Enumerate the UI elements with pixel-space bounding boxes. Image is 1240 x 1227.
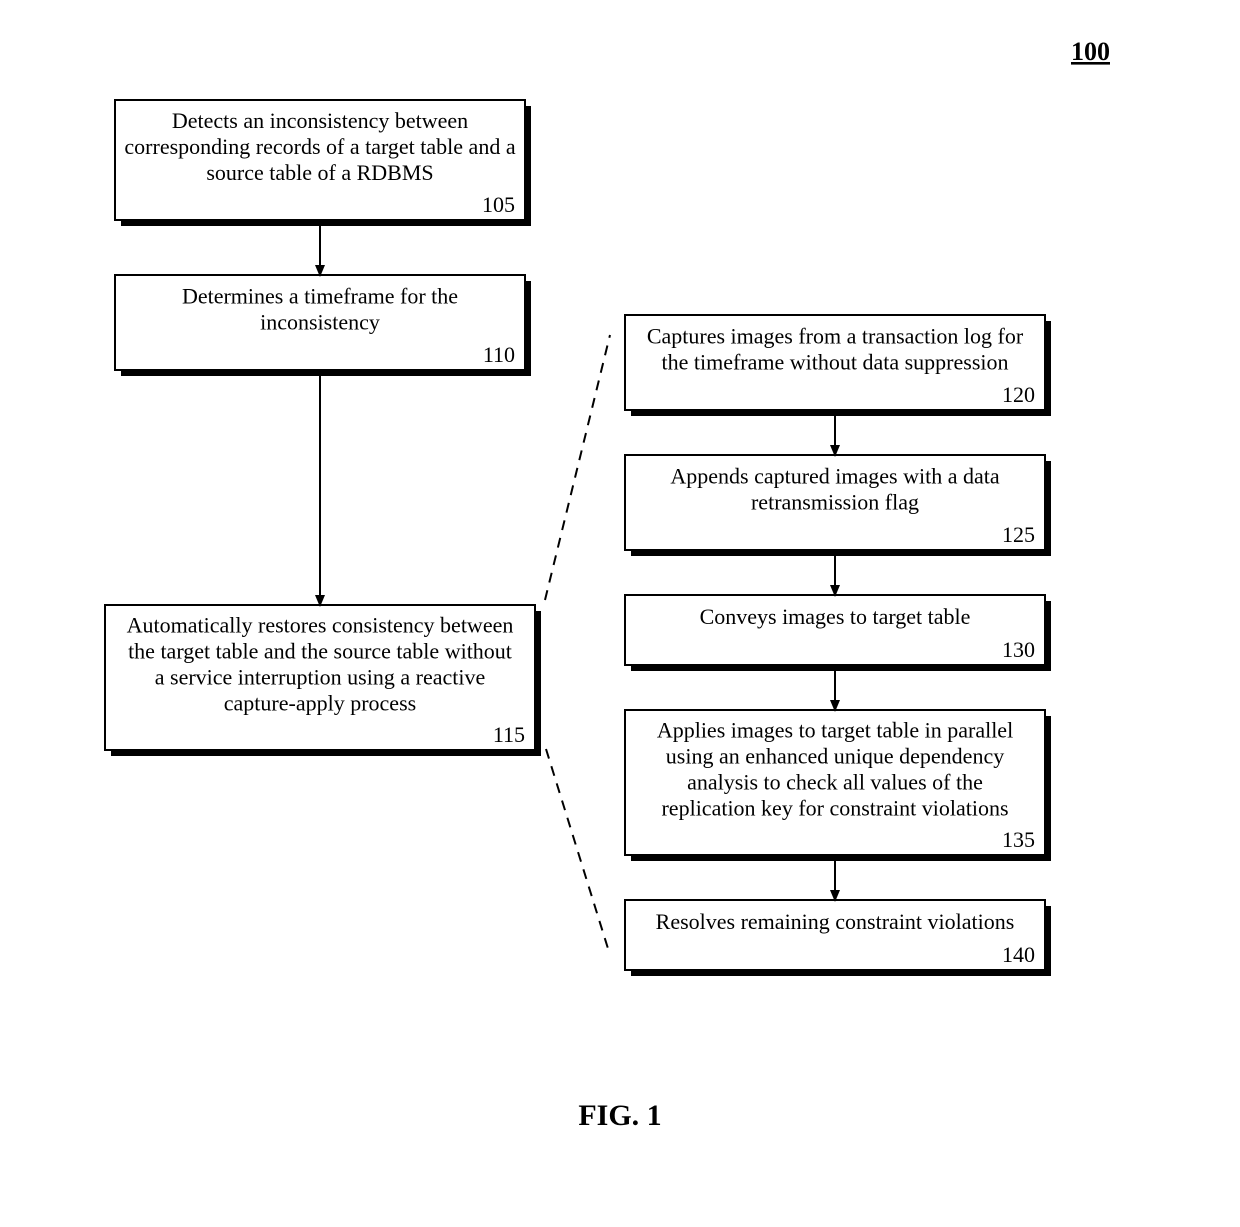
node-text: Automatically restores consistency betwe…	[127, 613, 514, 638]
flow-node-105: Detects an inconsistency betweencorrespo…	[115, 100, 531, 226]
node-text: inconsistency	[260, 310, 380, 335]
node-number: 125	[1002, 522, 1035, 547]
node-number: 115	[493, 722, 525, 747]
node-text: using an enhanced unique dependency	[666, 744, 1004, 769]
node-text: Appends captured images with a data	[670, 464, 1000, 489]
node-text: Applies images to target table in parall…	[657, 718, 1013, 743]
page-label: 100	[1071, 37, 1110, 66]
node-text: retransmission flag	[751, 490, 919, 515]
node-text: capture-apply process	[224, 691, 416, 716]
node-text: Resolves remaining constraint violations	[656, 909, 1015, 934]
flow-node-110: Determines a timeframe for theinconsiste…	[115, 275, 531, 376]
node-text: a service interruption using a reactive	[155, 665, 485, 690]
node-text: the timeframe without data suppression	[661, 350, 1008, 375]
node-number: 130	[1002, 637, 1035, 662]
node-text: corresponding records of a target table …	[124, 134, 515, 159]
node-number: 120	[1002, 382, 1035, 407]
node-text: Determines a timeframe for the	[182, 284, 458, 309]
flow-node-135: Applies images to target table in parall…	[625, 710, 1051, 861]
flow-node-125: Appends captured images with a dataretra…	[625, 455, 1051, 556]
node-text: Conveys images to target table	[700, 604, 971, 629]
node-text: replication key for constraint violation…	[661, 796, 1008, 821]
dashed-connector	[545, 335, 610, 600]
node-number: 135	[1002, 827, 1035, 852]
node-text: source table of a RDBMS	[206, 160, 433, 185]
flow-node-130: Conveys images to target table 130	[625, 595, 1051, 671]
flow-node-115: Automatically restores consistency betwe…	[105, 605, 541, 756]
node-number: 140	[1002, 942, 1035, 967]
node-text: Captures images from a transaction log f…	[647, 324, 1024, 349]
node-text: the target table and the source table wi…	[128, 639, 512, 664]
flow-node-120: Captures images from a transaction log f…	[625, 315, 1051, 416]
node-number: 105	[482, 192, 515, 217]
node-text: Detects an inconsistency between	[172, 108, 468, 133]
figure-label: FIG. 1	[578, 1099, 661, 1132]
node-number: 110	[483, 342, 515, 367]
dashed-connector	[546, 749, 610, 955]
flow-node-140: Resolves remaining constraint violations…	[625, 900, 1051, 976]
node-text: analysis to check all values of the	[687, 770, 983, 795]
